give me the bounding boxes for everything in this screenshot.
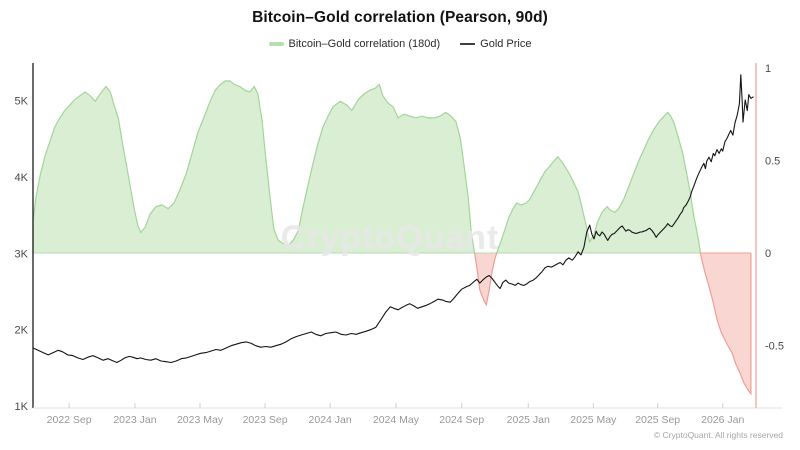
legend-item-correlation[interactable]: Bitcoin–Gold correlation (180d) bbox=[268, 38, 441, 50]
gold-line-swatch-icon bbox=[460, 43, 476, 45]
gold-price-line bbox=[32, 74, 754, 364]
y-left-tick-label: 4K bbox=[15, 172, 29, 184]
chart-title: Bitcoin–Gold correlation (Pearson, 90d) bbox=[252, 9, 548, 26]
y-right-tick-label: 1 bbox=[765, 63, 771, 75]
x-axis-tick-label: 2025 May bbox=[570, 414, 617, 426]
x-axis-tick-label: 2024 Jan bbox=[309, 414, 352, 426]
x-axis-tick-label: 2026 Jan bbox=[701, 414, 744, 426]
correlation-area-positive bbox=[33, 80, 701, 253]
x-axis-tick-label: 2022 Sep bbox=[47, 414, 92, 426]
cryptoquant-watermark: CryptoQuant bbox=[281, 219, 500, 257]
x-axis-tick-label: 2025 Sep bbox=[635, 414, 680, 426]
y-right-tick-label: 0.5 bbox=[765, 155, 780, 167]
y-left-tick-label: 5K bbox=[15, 96, 29, 108]
y-left-tick-label: 2K bbox=[15, 325, 29, 337]
x-axis-tick-label: 2024 May bbox=[373, 414, 420, 426]
x-axis-tick-label: 2024 Sep bbox=[439, 414, 484, 426]
y-right-tick-label: 0 bbox=[765, 248, 771, 260]
y-left-tick-label: 1K bbox=[15, 401, 29, 413]
copyright-note: © CryptoQuant. All rights reserved bbox=[653, 430, 783, 440]
correlation-area-swatch-icon bbox=[268, 42, 284, 46]
correlation-legend-label: Bitcoin–Gold correlation (180d) bbox=[288, 38, 441, 50]
legend-item-gold-price[interactable]: Gold Price bbox=[460, 38, 532, 50]
x-axis-tick-label: 2025 Jan bbox=[507, 414, 550, 426]
x-axis-tick-label: 2023 Sep bbox=[243, 414, 288, 426]
gold-legend-label: Gold Price bbox=[480, 38, 532, 50]
y-right-tick-label: -0.5 bbox=[765, 340, 784, 352]
correlation-outline-positive bbox=[32, 80, 702, 253]
x-axis-tick-label: 2023 Jan bbox=[113, 414, 156, 426]
y-left-tick-label: 3K bbox=[15, 248, 29, 260]
x-axis-tick-label: 2023 May bbox=[177, 414, 224, 426]
legend: Bitcoin–Gold correlation (180d) Gold Pri… bbox=[0, 38, 800, 50]
